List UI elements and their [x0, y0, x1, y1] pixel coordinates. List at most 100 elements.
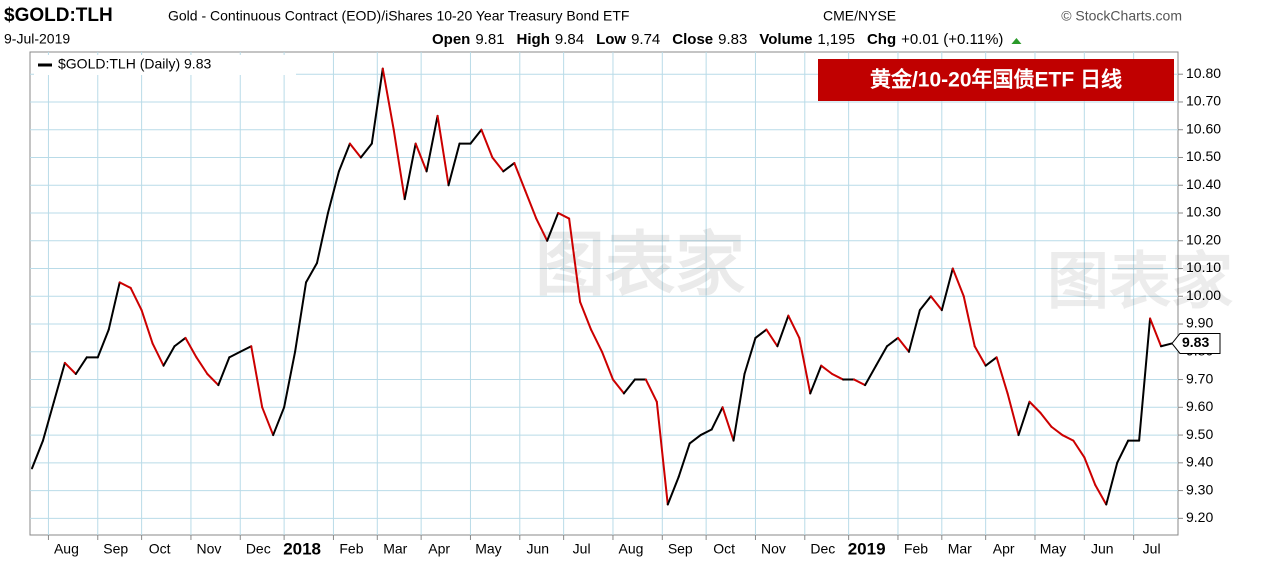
watermark: 图表家 — [1047, 247, 1233, 316]
y-tick-label: 9.50 — [1186, 426, 1213, 442]
x-tick-label: Mar — [383, 541, 407, 557]
line-segment — [677, 442, 691, 478]
line-segment — [305, 261, 318, 284]
y-tick-label: 9.90 — [1186, 315, 1213, 331]
x-tick-label: 2019 — [848, 539, 886, 558]
line-segment — [502, 162, 516, 173]
exchange: CME/NYSE — [823, 8, 896, 24]
line-segment — [480, 128, 494, 159]
line-segment — [162, 345, 176, 367]
line-segment — [710, 406, 724, 431]
line-segment — [907, 309, 921, 353]
line-segment — [699, 428, 713, 437]
source: © StockCharts.com — [1061, 8, 1182, 24]
x-tick-label: Sep — [668, 541, 693, 557]
x-tick-label: Jul — [573, 541, 591, 557]
y-tick-label: 10.80 — [1186, 65, 1221, 81]
line-segment — [918, 295, 932, 312]
line-segment — [513, 162, 527, 192]
x-tick-label: Oct — [713, 541, 735, 557]
line-segment — [655, 400, 669, 506]
line-segment — [666, 475, 680, 506]
line-segment — [1072, 439, 1086, 459]
line-segment — [940, 267, 954, 312]
x-tick-label: Mar — [948, 541, 972, 557]
x-tick-label: Jun — [526, 541, 549, 557]
x-tick-label: 2018 — [283, 539, 321, 558]
line-segment — [765, 328, 779, 348]
x-tick-label: Aug — [54, 541, 79, 557]
x-tick-label: Feb — [904, 541, 928, 557]
line-segment — [151, 342, 165, 367]
line-segment — [951, 267, 965, 298]
y-tick-label: 10.60 — [1186, 120, 1221, 136]
line-segment — [436, 114, 450, 187]
line-segment — [568, 217, 582, 303]
line-segment — [524, 189, 538, 220]
line-segment — [546, 212, 560, 242]
annotation-box — [818, 59, 1174, 101]
annotation: 黄金/10-20年国债ETF 日线 — [870, 68, 1122, 92]
quote-value: 1,195 — [817, 31, 855, 48]
line-segment — [316, 212, 329, 264]
line-segment — [557, 212, 571, 220]
line-segment — [184, 336, 198, 359]
line-segment — [1028, 400, 1042, 414]
line-segment — [809, 364, 823, 395]
line-segment — [721, 406, 735, 442]
line-segment — [96, 328, 110, 359]
line-segment — [1050, 425, 1064, 437]
line-segment — [688, 434, 702, 445]
line-segment — [403, 142, 417, 201]
line-segment — [206, 373, 220, 387]
line-segment — [31, 439, 44, 470]
line-segment — [52, 361, 66, 403]
line-segment — [590, 328, 603, 353]
line-segment — [787, 314, 801, 339]
quote-value: 9.74 — [631, 31, 660, 48]
quote-label: Close — [672, 31, 713, 48]
quote-label: Open — [432, 31, 470, 48]
line-segment — [337, 142, 351, 173]
watermark: 图表家 — [535, 225, 745, 303]
y-tick-label: 10.20 — [1186, 231, 1221, 247]
line-segment — [381, 67, 395, 131]
line-segment — [875, 345, 888, 367]
y-tick-label: 10.10 — [1186, 259, 1221, 275]
line-segment — [732, 373, 746, 442]
line-segment — [129, 286, 143, 312]
y-tick-label: 10.50 — [1186, 148, 1221, 164]
line-segment — [896, 336, 910, 353]
x-tick-label: Jul — [1143, 541, 1161, 557]
line-segment — [491, 156, 505, 173]
line-segment — [1083, 456, 1097, 487]
line-segment — [74, 356, 88, 375]
x-tick-label: Oct — [149, 541, 171, 557]
y-tick-label: 9.20 — [1186, 509, 1213, 525]
line-segment — [1039, 411, 1053, 428]
legend-box — [34, 55, 296, 75]
line-segment — [294, 281, 308, 353]
quote-label: Low — [596, 31, 626, 48]
line-segment — [611, 378, 625, 395]
y-tick-label: 10.00 — [1186, 287, 1221, 303]
line-segment — [776, 314, 790, 348]
subtitle: Gold - Continuous Contract (EOD)/iShares… — [168, 8, 629, 24]
line-segment — [469, 128, 483, 145]
line-segment — [41, 400, 55, 442]
line-segment — [228, 350, 242, 359]
x-tick-label: Sep — [103, 541, 128, 557]
quote-value: +0.01 (+0.11%) — [901, 31, 1003, 48]
quote-label: High — [517, 31, 550, 48]
x-tick-label: Aug — [619, 541, 644, 557]
date: 9-Jul-2019 — [4, 31, 70, 47]
line-segment — [425, 114, 439, 173]
line-segment — [359, 142, 373, 159]
line-segment — [261, 406, 275, 437]
y-tick-label: 9.70 — [1186, 370, 1213, 386]
quote-value: 9.83 — [718, 31, 747, 48]
x-tick-label: Dec — [246, 541, 271, 557]
line-segment — [348, 142, 362, 159]
line-segment — [743, 336, 757, 375]
